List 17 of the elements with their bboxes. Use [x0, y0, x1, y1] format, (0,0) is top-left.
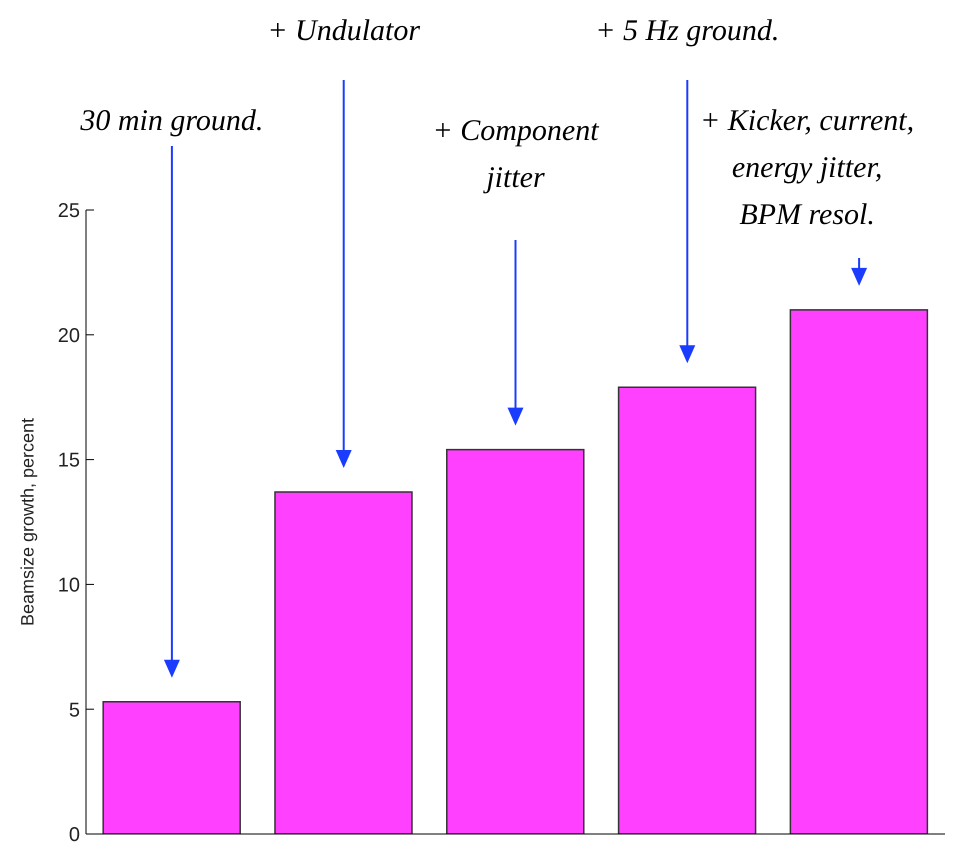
y-axis-title: Beamsize growth, percent [17, 418, 38, 626]
text: + Undulator [267, 14, 420, 47]
y-tick-label: 25 [58, 200, 80, 222]
bar [790, 309, 928, 834]
y-tick-label: 20 [58, 324, 80, 347]
text: + Component jitter [432, 114, 600, 194]
bar [274, 491, 413, 834]
y-tick-label: 15 [58, 450, 80, 472]
annotation: + Kicker, current, energy jitter, BPM resol. [700, 104, 914, 231]
y-tick-label: 0 [68, 824, 80, 846]
bar [618, 386, 756, 834]
bar [446, 448, 585, 834]
y-tick-label: 10 [58, 574, 80, 596]
text: + 5 Hz ground. [595, 14, 780, 47]
y-tick-label: 5 [68, 699, 80, 722]
bar [102, 700, 241, 834]
text: 30 min ground. [79, 104, 264, 137]
